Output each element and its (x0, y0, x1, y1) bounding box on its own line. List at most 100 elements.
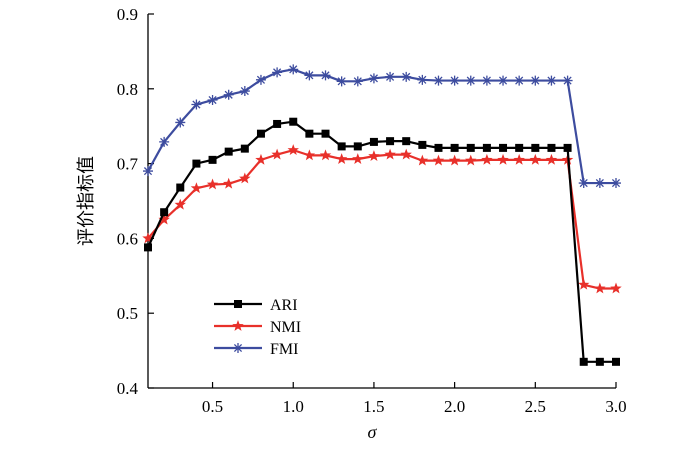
data-point-nmi (206, 178, 219, 190)
series-ari (144, 117, 620, 366)
data-point-ari (466, 143, 475, 152)
data-point-ari (273, 119, 282, 128)
data-point-nmi (448, 154, 461, 166)
data-point-nmi (174, 198, 186, 210)
data-point-ari (160, 208, 169, 217)
data-point-fmi (481, 75, 492, 86)
data-point-ari (337, 142, 346, 151)
data-point-nmi (610, 282, 622, 294)
legend-item-fmi: FMI (214, 341, 298, 358)
legend-label-fmi: FMI (270, 341, 298, 358)
data-point-fmi (449, 75, 460, 86)
data-point-nmi (303, 149, 316, 161)
data-point-fmi (320, 70, 331, 81)
data-point-fmi (401, 71, 412, 82)
data-point-nmi (255, 153, 267, 165)
data-point-ari (499, 143, 508, 152)
data-point-ari (305, 129, 314, 138)
data-point-nmi (222, 177, 235, 189)
y-axis-label: 评价指标值 (76, 156, 96, 246)
data-point-ari (418, 140, 427, 149)
data-point-nmi (416, 154, 429, 166)
data-point-ari (369, 137, 378, 146)
data-point-ari (144, 243, 152, 252)
data-point-ari (256, 129, 265, 138)
data-point-fmi (207, 95, 218, 106)
data-point-fmi (304, 70, 315, 81)
x-axis-label: σ (368, 422, 378, 442)
chart-legend: ARI NMI FMI (214, 297, 301, 358)
data-point-nmi (384, 148, 396, 160)
data-point-fmi (143, 166, 153, 177)
data-point-ari (192, 159, 201, 168)
data-point-fmi (159, 136, 170, 147)
data-point-fmi (562, 75, 573, 86)
data-point-nmi (335, 153, 348, 164)
data-point-ari (208, 155, 217, 164)
data-point-nmi (432, 154, 445, 166)
x-tick-label: 1.5 (363, 397, 384, 416)
legend-label-nmi: NMI (270, 319, 301, 336)
series-nmi (142, 144, 622, 294)
data-point-fmi (465, 75, 476, 86)
data-point-nmi (465, 154, 477, 166)
data-point-ari (402, 137, 411, 146)
y-tick-label: 0.8 (117, 80, 138, 99)
data-point-nmi (545, 153, 558, 165)
data-point-fmi (611, 178, 621, 189)
series-fmi (143, 64, 621, 189)
data-point-ari (353, 142, 362, 151)
data-point-nmi (287, 144, 299, 155)
data-point-fmi (288, 64, 299, 75)
chart-axes (147, 14, 616, 389)
chart-series (142, 64, 622, 366)
data-point-nmi (513, 153, 525, 165)
data-point-fmi (578, 178, 589, 189)
legend-marker-fmi (233, 343, 243, 353)
data-point-fmi (433, 75, 444, 86)
data-point-ari (612, 357, 620, 366)
data-point-ari (579, 357, 588, 366)
data-point-nmi (190, 182, 203, 194)
data-point-ari (240, 144, 249, 153)
data-point-fmi (272, 67, 283, 78)
data-point-fmi (223, 89, 234, 100)
data-point-nmi (142, 232, 154, 244)
series-line-fmi (147, 68, 616, 185)
legend-label-ari: ARI (270, 297, 298, 314)
data-point-ari (434, 143, 443, 152)
data-point-fmi (191, 99, 202, 110)
data-point-ari (531, 143, 540, 152)
legend-item-nmi: NMI (214, 319, 301, 336)
data-point-ari (547, 143, 556, 152)
legend-marker-nmi (232, 320, 244, 331)
data-point-fmi (239, 86, 250, 97)
data-point-ari (386, 137, 395, 146)
data-point-fmi (336, 76, 347, 87)
data-point-ari (289, 117, 298, 126)
y-tick-label: 0.4 (117, 379, 139, 398)
chart-ticks: 0.4 0.5 0.6 0.7 0.8 0.9 0.5 1.0 1.5 2.0 2.5 3.0 (117, 5, 627, 416)
x-tick-label: 0.5 (202, 397, 223, 416)
data-point-nmi (497, 153, 509, 165)
x-tick-label: 2.5 (525, 397, 546, 416)
data-point-nmi (352, 153, 364, 164)
x-tick-label: 1.0 (283, 397, 304, 416)
data-point-nmi (400, 148, 412, 160)
data-point-nmi (481, 153, 493, 165)
data-point-fmi (255, 74, 266, 85)
data-point-ari (482, 143, 491, 152)
data-point-fmi (546, 75, 557, 86)
data-point-fmi (530, 75, 541, 86)
data-point-nmi (239, 172, 251, 184)
data-point-nmi (271, 148, 283, 160)
legend-marker-ari (234, 300, 242, 308)
data-point-nmi (319, 149, 332, 161)
x-tick-label: 3.0 (605, 397, 626, 416)
data-point-ari (563, 143, 572, 152)
data-point-ari (321, 129, 330, 138)
data-point-nmi (158, 213, 170, 225)
data-point-ari (515, 143, 524, 152)
data-point-ari (595, 357, 604, 366)
